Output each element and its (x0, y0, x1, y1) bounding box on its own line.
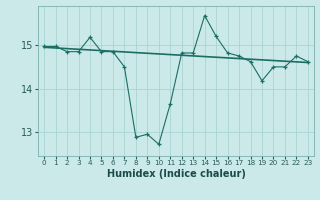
X-axis label: Humidex (Indice chaleur): Humidex (Indice chaleur) (107, 169, 245, 179)
